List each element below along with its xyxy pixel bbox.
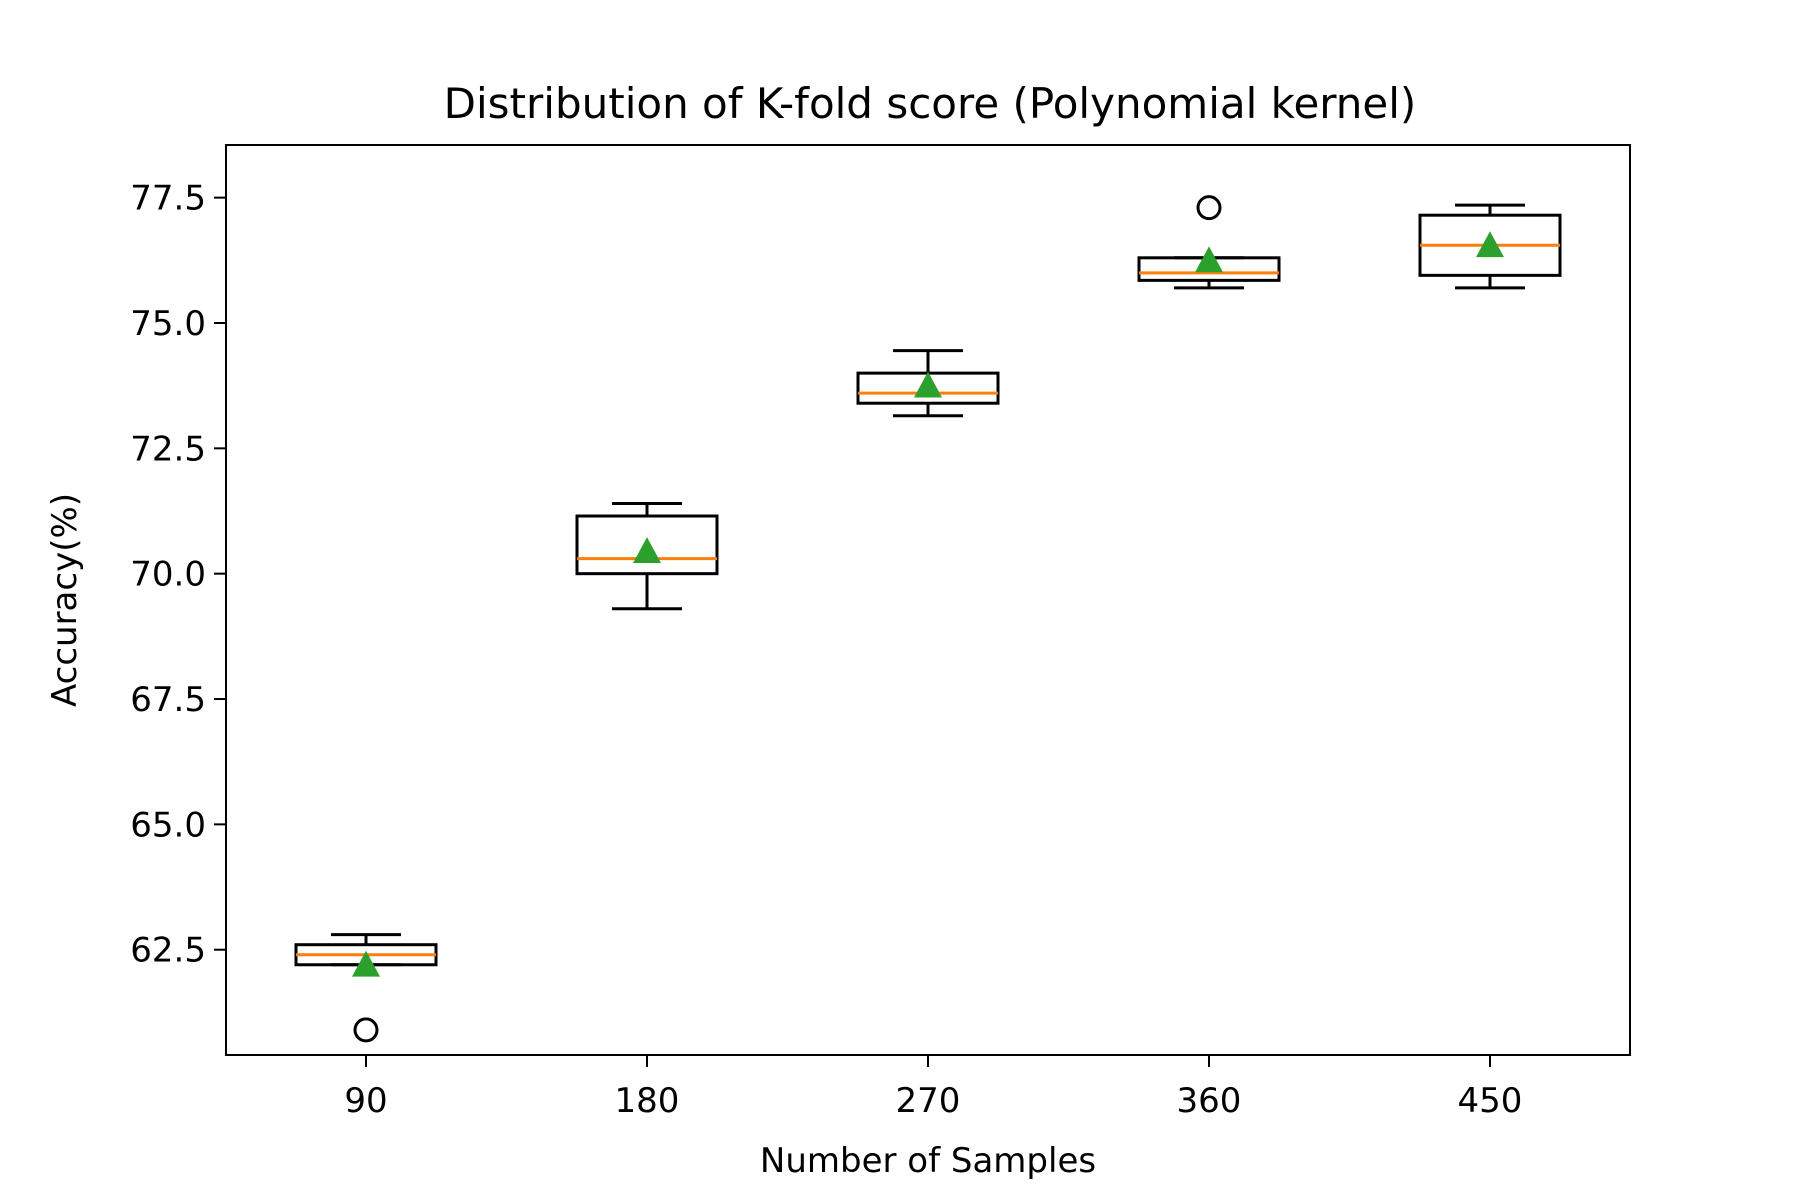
box-body (575, 514, 719, 576)
y-tick-label: 67.5 (130, 680, 206, 720)
y-tick-label: 70.0 (130, 555, 206, 595)
mean-marker (1195, 246, 1223, 273)
y-axis-label: Accuracy(%) (45, 493, 85, 707)
box-360 (1137, 195, 1281, 290)
outlier-point (1196, 195, 1222, 221)
mean-marker (633, 537, 661, 564)
y-tick-label: 62.5 (130, 931, 206, 971)
box-90 (294, 933, 438, 1043)
box-450 (1418, 203, 1562, 290)
x-tick-label: 180 (615, 1081, 680, 1121)
box-270 (856, 349, 1000, 418)
y-tick-label: 77.5 (130, 179, 206, 219)
plot-area (294, 195, 1562, 1043)
chart-title: Distribution of K-fold score (Polynomial… (444, 79, 1417, 128)
y-tick-label: 65.0 (130, 805, 206, 845)
mean-marker (352, 950, 380, 977)
x-tick-label: 90 (344, 1081, 387, 1121)
mean-marker (1476, 231, 1504, 258)
x-tick-label: 270 (896, 1081, 961, 1121)
x-axis-label: Number of Samples (760, 1141, 1096, 1181)
x-tick-label: 360 (1177, 1081, 1242, 1121)
box-180 (575, 501, 719, 611)
y-tick-label: 72.5 (130, 429, 206, 469)
outlier-point (353, 1017, 379, 1043)
mean-marker (914, 371, 942, 398)
y-tick-label: 75.0 (130, 304, 206, 344)
x-tick-label: 450 (1458, 1081, 1523, 1121)
